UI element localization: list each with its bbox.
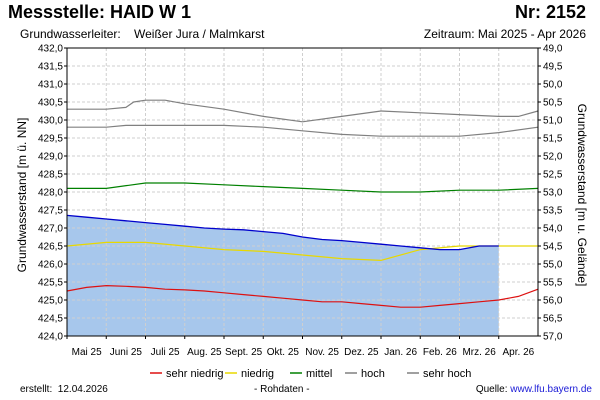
legend-label: sehr niedrig <box>166 368 223 380</box>
y2-tick-label: 52,5 <box>543 170 563 181</box>
y2-tick-label: 53,0 <box>543 188 563 199</box>
x-tick-label: Apr. 26 <box>503 347 535 358</box>
y2-tick-label: 49,0 <box>543 44 563 55</box>
x-tick-label: Juli 25 <box>151 347 180 358</box>
y-tick-label: 426,0 <box>38 260 63 271</box>
page-title: Messstelle: HAID W 1 <box>8 2 192 22</box>
x-tick-label: Jan. 26 <box>384 347 417 358</box>
legend-label: niedrig <box>241 368 274 380</box>
y-tick-label: 428,5 <box>38 170 63 181</box>
y2-tick-label: 54,0 <box>543 224 563 235</box>
x-tick-label: Dez. 25 <box>344 347 379 358</box>
aquifer-label: Grundwasserleiter: <box>20 27 121 41</box>
y2-tick-label: 56,5 <box>543 314 563 325</box>
y-tick-label: 426,5 <box>38 242 63 253</box>
series-line-sehr-niedrig <box>66 284 539 308</box>
series-line-hoch <box>67 124 539 137</box>
x-tick-label: Mrz. 26 <box>462 347 496 358</box>
y-tick-label: 429,5 <box>38 134 63 145</box>
source-link[interactable]: www.lfu.bayern.de <box>510 384 592 395</box>
y2-tick-label: 57,0 <box>543 332 563 343</box>
y-tick-label: 428,0 <box>38 188 63 199</box>
x-tick-label: Juni 25 <box>110 347 143 358</box>
y2-tick-label: 51,5 <box>543 134 563 145</box>
legend-label: hoch <box>361 368 385 380</box>
y-tick-label: 430,0 <box>38 116 63 127</box>
x-tick-label: Sept. 25 <box>225 347 263 358</box>
x-tick-label: Okt. 25 <box>267 347 300 358</box>
y-tick-label: 431,0 <box>38 80 63 91</box>
x-tick-label: Nov. 25 <box>305 347 339 358</box>
y2-tick-label: 49,5 <box>543 62 563 73</box>
created-label: erstellt: <box>20 384 53 395</box>
y2-tick-label: 56,0 <box>543 296 563 307</box>
y2-tick-label: 53,5 <box>543 206 563 217</box>
y2-tick-label: 55,0 <box>543 260 563 271</box>
x-tick-label: Mai 25 <box>72 347 102 358</box>
y-tick-label: 425,5 <box>38 278 63 289</box>
y-tick-label: 431,5 <box>38 62 63 73</box>
y2-tick-label: 50,5 <box>543 98 563 109</box>
y2-tick-label: 51,0 <box>543 116 563 127</box>
station-number: Nr: 2152 <box>514 2 586 22</box>
y-tick-label: 424,0 <box>38 332 63 343</box>
y2-tick-label: 50,0 <box>543 80 563 91</box>
x-tick-label: Feb. 26 <box>423 347 457 358</box>
period-label: Zeitraum: Mai 2025 - Apr 2026 <box>423 27 586 41</box>
y2-tick-label: 52,0 <box>543 152 563 163</box>
y-tick-label: 427,5 <box>38 206 63 217</box>
footer-created: erstellt: 12.04.2026 <box>20 384 108 395</box>
y-tick-label: 432,0 <box>38 44 63 55</box>
footer-raw-data: - Rohdaten - <box>254 384 310 395</box>
y2-tick-label: 54,5 <box>543 242 563 253</box>
series-line-niedrig <box>66 241 538 262</box>
source-label: Quelle: <box>475 384 508 395</box>
x-tick-label: Aug. 25 <box>187 347 222 358</box>
y-tick-label: 425,0 <box>38 296 63 307</box>
legend-label: mittel <box>306 368 332 380</box>
y-tick-label: 429,0 <box>38 152 63 163</box>
y2-tick-label: 55,5 <box>543 278 563 289</box>
legend-label: sehr hoch <box>423 368 471 380</box>
created-date: 12.04.2026 <box>57 384 108 395</box>
y-tick-label: 427,0 <box>38 224 63 235</box>
aquifer-value: Weißer Jura / Malmkarst <box>134 27 265 41</box>
measured-line <box>66 214 499 251</box>
series-line-sehr-hoch <box>67 99 539 123</box>
y-tick-label: 430,5 <box>38 98 63 109</box>
series-line-mittel <box>67 182 539 193</box>
y-tick-label: 424,5 <box>38 314 63 325</box>
footer-source: Quelle: www.lfu.bayern.de <box>476 384 592 395</box>
